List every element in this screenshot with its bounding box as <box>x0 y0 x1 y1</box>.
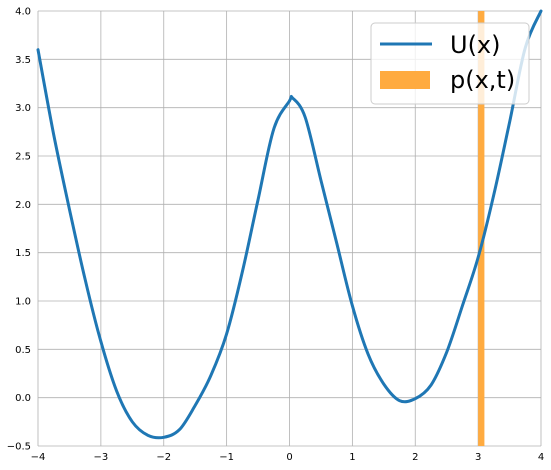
density-bar <box>478 11 485 446</box>
legend-label-potential: U(x) <box>450 31 501 59</box>
x-tick-label: 4 <box>538 452 544 463</box>
y-tick-label: −0.5 <box>7 442 31 453</box>
y-tick-label: 1.0 <box>15 297 31 308</box>
grid <box>37 10 542 447</box>
potential-curve <box>36 9 543 440</box>
x-tick-label: 3 <box>475 452 481 463</box>
x-tick-label: 2 <box>412 452 418 463</box>
x-tick-label: −4 <box>31 452 46 463</box>
y-tick-label: 0.0 <box>15 393 31 404</box>
y-tick-label: 4.0 <box>15 7 31 18</box>
x-tick-label: 1 <box>349 452 355 463</box>
y-tick-label: 3.0 <box>15 103 31 114</box>
x-tick-label: −3 <box>94 452 109 463</box>
density-bars <box>478 11 485 446</box>
legend-label-density: p(x,t) <box>450 66 515 94</box>
legend-bar-swatch <box>380 71 430 89</box>
x-tick-label: −1 <box>219 452 234 463</box>
y-axis-ticks: −0.5 0.0 0.5 1.0 1.5 2.0 2.5 3.0 3.5 4.0 <box>7 7 31 453</box>
y-tick-label: 1.5 <box>15 248 31 259</box>
y-tick-label: 2.5 <box>15 152 31 163</box>
x-tick-label: 0 <box>286 452 292 463</box>
x-axis-ticks: −4 −3 −2 −1 0 1 2 3 4 <box>31 452 545 463</box>
y-tick-label: 0.5 <box>15 345 31 356</box>
legend: U(x) p(x,t) <box>370 22 530 105</box>
y-tick-label: 2.0 <box>15 200 31 211</box>
x-tick-label: −2 <box>156 452 171 463</box>
y-tick-label: 3.5 <box>15 55 31 66</box>
